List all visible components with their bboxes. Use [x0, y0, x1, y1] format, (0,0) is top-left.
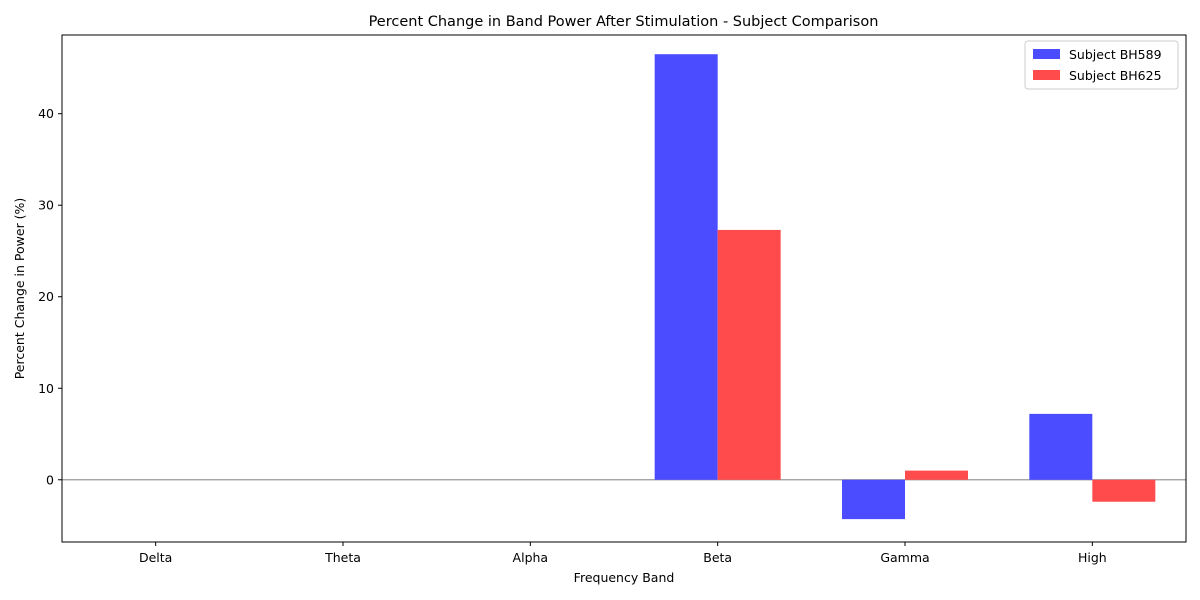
legend-swatch: [1033, 49, 1060, 59]
legend-box: [1024, 40, 1179, 90]
bar-subject-bh589-beta: [654, 54, 718, 480]
chart-title: Percent Change in Band Power After Stimu…: [369, 14, 879, 30]
y-tick-label: 30: [38, 198, 54, 213]
y-tick-label: 10: [38, 381, 54, 396]
x-axis-label: Frequency Band: [574, 570, 675, 585]
bar-subject-bh625-beta: [717, 229, 781, 480]
legend-label: Subject BH589: [1069, 47, 1162, 62]
y-tick-label: 0: [46, 472, 54, 487]
legend-swatch: [1033, 70, 1060, 80]
x-tick-label: Theta: [324, 550, 361, 565]
x-tick-label: Alpha: [513, 550, 549, 565]
bar-subject-bh589-high: [1029, 413, 1093, 480]
legend: Subject BH589 Subject BH625: [1024, 40, 1179, 90]
x-tick-label: High: [1078, 550, 1107, 565]
y-tick-label: 20: [38, 289, 54, 304]
bar-subject-bh625-gamma: [905, 470, 968, 480]
plot-frame: [61, 34, 1187, 543]
legend-label: Subject BH625: [1069, 68, 1162, 83]
bar-subject-bh589-gamma: [842, 479, 905, 520]
x-tick-label: Gamma: [880, 550, 929, 565]
bar-subject-bh625-high: [1092, 479, 1156, 502]
y-axis-label: Percent Change in Power (%): [12, 198, 27, 380]
x-tick-label: Delta: [139, 550, 172, 565]
x-tick-label: Beta: [703, 550, 732, 565]
y-tick-label: 40: [38, 106, 54, 121]
